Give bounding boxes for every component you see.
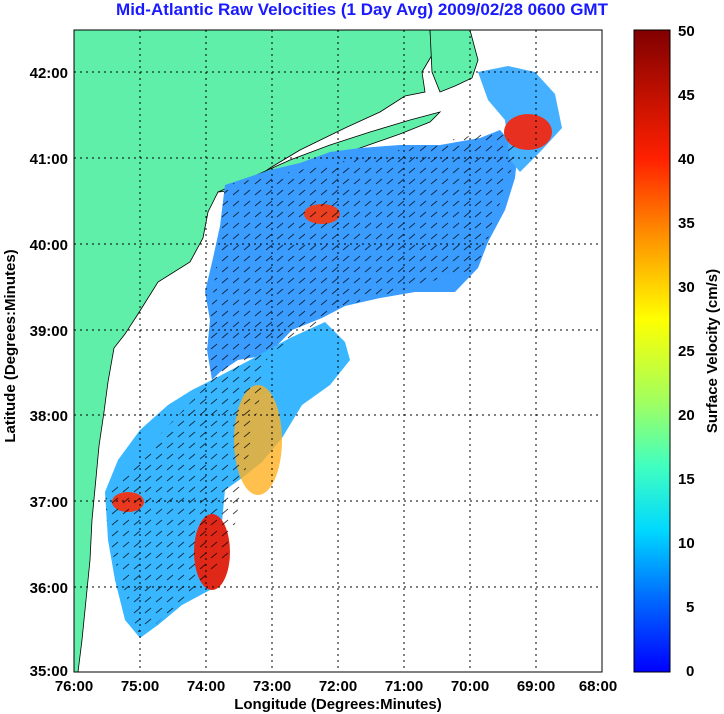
velocity-arrows (105, 130, 518, 638)
x-tick-label: 74:00 (187, 678, 225, 695)
coastline-land (74, 30, 433, 672)
y-tick-label: 37:00 (30, 494, 68, 511)
colorbar (633, 29, 671, 673)
x-tick-label: 76:00 (55, 678, 93, 695)
colorbar-tick-label: 35 (678, 215, 695, 232)
x-tick-label: 75:00 (121, 678, 159, 695)
y-tick-label: 40:00 (30, 237, 68, 254)
y-axis-label: Latitude (Degrees:Minutes) (2, 249, 19, 442)
x-axis-label: Longitude (Degrees:Minutes) (234, 696, 442, 713)
colorbar-tick-label: 0 (686, 663, 694, 680)
colorbar-tick-label: 5 (686, 599, 694, 616)
y-tick-label: 35:00 (30, 663, 68, 680)
fast-current-ne (504, 114, 552, 150)
y-tick-label: 42:00 (30, 65, 68, 82)
plot-frame (73, 29, 603, 673)
x-tick-label: 70:00 (451, 678, 489, 695)
colorbar-tick-label: 45 (678, 87, 695, 104)
lat-lon-grid (74, 30, 602, 672)
colorbar-label: Surface Velocity (cm/s) (704, 269, 721, 433)
x-tick-label: 71:00 (385, 678, 423, 695)
y-tick-label: 39:00 (30, 323, 68, 340)
x-tick-label: 68:00 (579, 678, 617, 695)
colorbar-tick-label: 10 (678, 535, 695, 552)
y-tick-label: 41:00 (30, 151, 68, 168)
cape-cod (429, 30, 479, 93)
x-tick-label: 72:00 (319, 678, 357, 695)
y-tick-label: 36:00 (30, 580, 68, 597)
colorbar-tick-label: 40 (678, 151, 695, 168)
x-tick-label: 73:00 (253, 678, 291, 695)
colorbar-tick-label: 20 (678, 407, 695, 424)
colorbar-tick-label: 30 (678, 279, 695, 296)
y-tick-labels: 42:00 41:00 40:00 39:00 38:00 37:00 36:0… (30, 65, 68, 680)
colorbar-tick-label: 25 (678, 343, 695, 360)
map-title: Mid-Atlantic Raw Velocities (1 Day Avg) … (116, 0, 609, 19)
x-tick-labels: 76:00 75:00 74:00 73:00 72:00 71:00 70:0… (55, 678, 617, 695)
colorbar-tick-label: 50 (678, 23, 695, 40)
x-tick-label: 69:00 (517, 678, 555, 695)
y-tick-label: 38:00 (30, 408, 68, 425)
map-plot-area (74, 30, 602, 672)
colorbar-tick-labels: 50 45 40 35 30 25 20 15 10 5 0 (678, 23, 695, 680)
colorbar-tick-label: 15 (678, 471, 695, 488)
